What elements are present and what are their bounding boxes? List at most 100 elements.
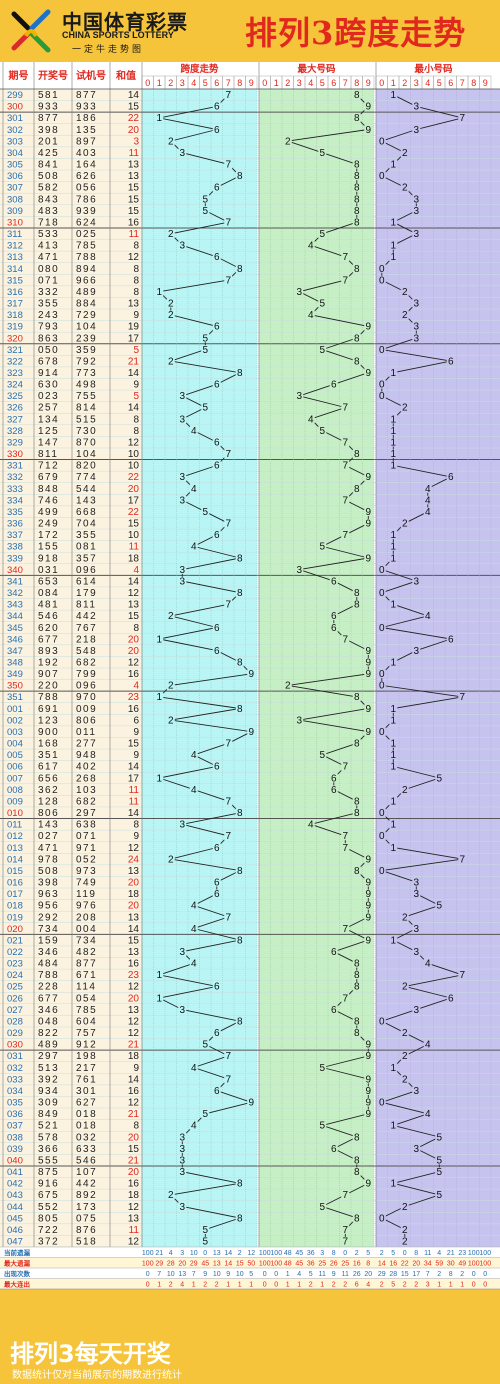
min-value: 2 [402, 1237, 408, 1248]
stat-value: 4 [169, 1250, 173, 1257]
test-number-cell: 773 [76, 368, 97, 379]
max-value: 9 [365, 519, 371, 530]
test-number-cell: 749 [76, 878, 97, 889]
min-value: 1 [390, 820, 396, 831]
digit-header-label: 8 [354, 78, 359, 88]
draw-number-cell: 513 [38, 1063, 59, 1074]
span-value-bg [178, 1202, 187, 1211]
min-value-bg [435, 1155, 444, 1165]
stat-row-label: 最大连出 [4, 1279, 30, 1288]
span-value: 1 [156, 970, 162, 981]
stat-value: 0 [146, 1271, 150, 1278]
test-number-cell: 179 [76, 588, 97, 599]
min-value: 3 [413, 229, 419, 240]
test-number-cell: 018 [76, 1109, 97, 1120]
span-value-bg [178, 472, 187, 482]
period-cell: 041 [7, 1167, 23, 1178]
digit-header-label: 0 [379, 78, 384, 88]
max-value-bg [341, 1190, 350, 1200]
sum-cell: 10 [128, 530, 140, 541]
max-value: 5 [319, 345, 325, 356]
stat-value: 26 [353, 1271, 361, 1278]
min-value-bg [389, 1179, 398, 1188]
lottery-logo-icon [11, 9, 51, 53]
draw-number-cell: 875 [38, 1167, 59, 1178]
draw-number-cell: 168 [38, 739, 59, 750]
max-value: 8 [354, 808, 360, 819]
span-value-bg [201, 1109, 210, 1119]
min-value: 0 [379, 275, 385, 286]
max-value: 9 [365, 507, 371, 518]
span-value-bg [212, 252, 221, 262]
span-value-bg [155, 970, 164, 980]
span-value-bg [178, 1167, 187, 1177]
draw-number-cell: 346 [38, 1005, 59, 1016]
span-value: 2 [168, 356, 174, 367]
draw-number-cell: 806 [38, 808, 59, 819]
sum-cell: 20 [128, 646, 140, 657]
min-value: 2 [402, 183, 408, 194]
test-number-cell: 604 [76, 1016, 97, 1027]
span-value: 5 [202, 1225, 208, 1236]
sum-cell: 14 [128, 90, 140, 101]
max-value-bg [341, 530, 350, 540]
draw-number-cell: 071 [38, 275, 59, 286]
span-value: 1 [156, 993, 162, 1004]
sum-cell: 11 [129, 148, 140, 159]
stat-value: 3 [426, 1282, 430, 1289]
max-value: 8 [354, 1132, 360, 1143]
period-cell: 040 [7, 1155, 23, 1166]
max-value: 6 [331, 1144, 337, 1155]
min-value-bg [389, 449, 398, 459]
span-value: 7 [225, 519, 231, 530]
test-number-cell: 217 [76, 1063, 97, 1074]
max-value: 8 [354, 1167, 360, 1178]
sum-cell: 20 [128, 1167, 140, 1178]
span-value: 8 [237, 171, 243, 182]
stat-value: 100 [468, 1261, 480, 1268]
sum-cell: 13 [128, 600, 140, 611]
test-number-cell: 730 [76, 426, 97, 437]
max-value: 4 [308, 820, 314, 831]
min-value-bg [446, 993, 455, 1003]
max-value-bg [329, 611, 338, 621]
max-value-bg [318, 229, 327, 239]
max-value-bg [318, 1121, 327, 1130]
test-number-cell: 633 [76, 1144, 97, 1155]
sum-cell: 15 [128, 611, 140, 622]
stat-value: 21 [155, 1250, 163, 1257]
test-number-cell: 355 [76, 530, 97, 541]
span-value: 7 [225, 796, 231, 807]
min-value-bg [400, 785, 409, 794]
period-cell: 338 [7, 542, 23, 553]
span-value-bg [212, 843, 221, 852]
stat-value: 34 [424, 1261, 432, 1268]
sum-cell: 12 [128, 843, 140, 854]
max-value-bg [364, 669, 373, 679]
draw-number-cell: 220 [38, 681, 59, 692]
min-value-bg [412, 333, 421, 343]
draw-number-cell: 201 [38, 136, 59, 147]
draw-number-cell: 413 [38, 241, 59, 252]
min-value: 0 [379, 1016, 385, 1027]
span-value: 6 [214, 1028, 220, 1039]
min-value: 3 [413, 102, 419, 113]
span-value: 3 [179, 1005, 185, 1016]
span-value: 6 [214, 1086, 220, 1097]
min-value: 3 [413, 194, 419, 205]
digit-header-label: 5 [203, 78, 208, 88]
span-value-bg [235, 657, 244, 667]
period-cell: 024 [7, 970, 23, 981]
max-value-bg [318, 1063, 327, 1072]
max-value: 7 [342, 530, 348, 541]
min-value: 1 [390, 553, 396, 564]
max-value: 9 [365, 1179, 371, 1190]
period-cell: 310 [7, 217, 23, 228]
max-value-bg [318, 1202, 327, 1211]
span-value: 6 [214, 252, 220, 263]
max-value: 7 [342, 1237, 348, 1248]
digit-header-label: 7 [460, 78, 465, 88]
draw-number-cell: 297 [38, 1051, 59, 1062]
draw-number-cell: 691 [38, 704, 59, 715]
stat-value: 12 [247, 1250, 255, 1257]
